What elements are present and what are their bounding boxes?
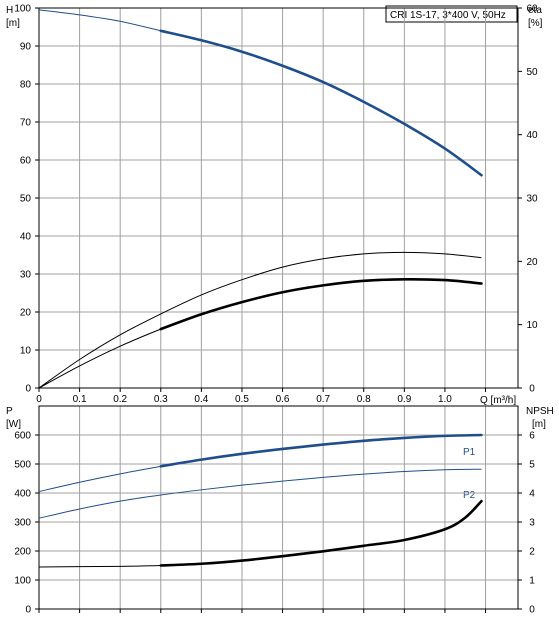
right-axis-tick-label: 20	[526, 257, 538, 268]
series-label-p2: P2	[463, 490, 476, 501]
right-axis-tick-label: 3	[529, 518, 535, 529]
x-axis-tick-label: 0.2	[113, 394, 127, 405]
series-label-p1: P1	[463, 447, 476, 458]
left-axis-tick-label: 100	[14, 576, 31, 587]
x-axis-tick-label: 0.8	[357, 394, 371, 405]
bottom-right-axis-title: NPSH	[526, 406, 554, 417]
right-axis-tick-label: 0	[529, 605, 535, 616]
left-axis-tick-label: 80	[20, 80, 32, 91]
left-axis-tick-label: 0	[25, 605, 31, 616]
bottom-left-axis-title: P	[6, 406, 13, 417]
left-axis-tick-label: 20	[20, 308, 32, 319]
left-axis-tick-label: 0	[25, 384, 31, 395]
series-line-series-0-2	[38, 278, 482, 389]
left-axis-tick-label: 70	[20, 118, 32, 129]
top-left-axis-title: H	[6, 5, 13, 16]
right-axis-tick-label: 40	[526, 130, 538, 141]
left-axis-tick-label: 50	[20, 194, 32, 205]
x-axis-tick-label: 0.6	[276, 394, 290, 405]
x-axis-tick-label: 0.9	[397, 394, 411, 405]
right-axis-tick-label: 1	[529, 576, 535, 587]
top-right-axis-title: eta	[528, 5, 542, 16]
right-axis-tick-label: 0	[529, 384, 535, 395]
series-line-series-0-0-operating-range	[159, 29, 483, 177]
legend-box-text: CRI 1S-17, 3*400 V, 50Hz	[390, 10, 506, 21]
left-axis-tick-label: 500	[14, 460, 31, 471]
plot-frame	[38, 405, 519, 610]
left-axis-tick-label: 40	[20, 232, 32, 243]
x-axis-tick-label: 1.0	[438, 394, 452, 405]
right-axis-tick-label: 5	[529, 460, 535, 471]
bottom-right-axis-unit: [m]	[532, 419, 546, 430]
left-axis-tick-label: 90	[20, 42, 32, 53]
x-axis-tick-label: 0.1	[73, 394, 87, 405]
right-axis-tick-label: 4	[529, 489, 535, 500]
left-axis-tick-label: 600	[14, 431, 31, 442]
series-line-p2	[38, 468, 482, 519]
left-axis-tick-label: 30	[20, 270, 32, 281]
left-axis-tick-label: 400	[14, 489, 31, 500]
top-panel: H [m] eta [%] CRI 1S-17, 3*400 V, 50Hz Q…	[6, 4, 543, 407]
top-left-axis-unit: [m]	[6, 18, 20, 29]
right-axis-tick-label: 6	[529, 431, 535, 442]
series-line-series-0-2-operating-range	[159, 277, 483, 331]
bottom-left-axis-unit: [W]	[6, 419, 21, 430]
series-line-series-1-2-operating-range	[159, 499, 483, 567]
left-axis-tick-label: 300	[14, 518, 31, 529]
x-axis-label: Q [m³/h]	[480, 395, 516, 406]
x-axis-tick-label: 0.4	[194, 394, 208, 405]
left-axis-tick-label: 60	[20, 156, 32, 167]
top-right-axis-unit: [%]	[528, 18, 543, 29]
x-axis-tick-label: 0.3	[154, 394, 168, 405]
series-line-series-0-0	[38, 9, 482, 176]
x-axis-tick-label: 0	[36, 394, 42, 405]
series-line-series-0-1	[38, 251, 482, 389]
left-axis-tick-label: 10	[20, 346, 32, 357]
x-axis-tick-label: 0.5	[235, 394, 249, 405]
x-axis-tick-label: 0.7	[316, 394, 330, 405]
left-axis-tick-label: 200	[14, 547, 31, 558]
legend-box	[385, 5, 518, 23]
bottom-panel: P [W] NPSH [m] P1 P2 0 100 200 300 400 500 600…	[6, 405, 554, 616]
series-line-series-1-2	[38, 500, 482, 568]
plot-frame	[38, 7, 519, 389]
right-axis-tick-label: 30	[526, 194, 538, 205]
right-axis-tick-label: 60	[526, 4, 538, 15]
right-axis-tick-label: 50	[526, 67, 538, 78]
right-axis-tick-label: 2	[529, 547, 535, 558]
series-line-p1-operating-range	[159, 433, 483, 468]
right-axis-tick-label: 10	[526, 320, 538, 331]
left-axis-tick-label: 100	[14, 4, 31, 15]
